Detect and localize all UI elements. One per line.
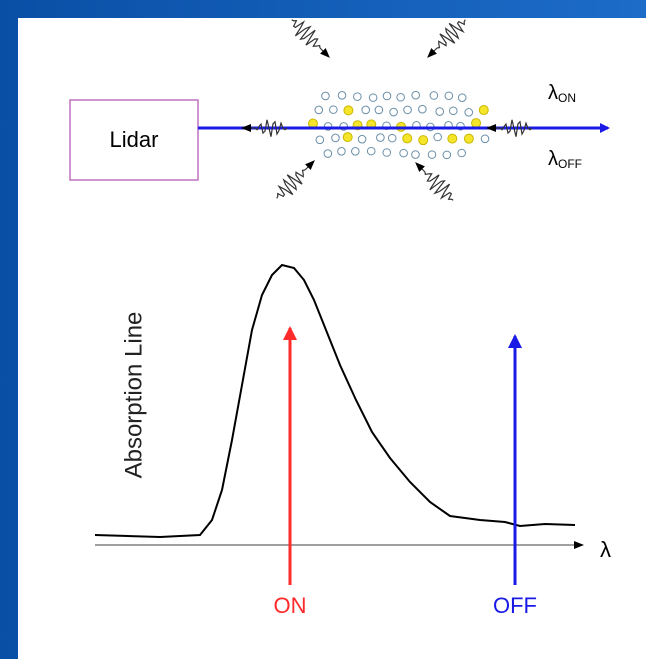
aerosol <box>337 91 347 100</box>
aerosol <box>457 148 466 158</box>
aerosol <box>331 133 340 143</box>
aerosol <box>433 132 442 142</box>
absorption-curve <box>94 263 576 539</box>
aerosol <box>429 91 439 100</box>
y-axis-label: Absorption Line <box>120 312 147 479</box>
photon-wave <box>499 119 533 137</box>
photon <box>291 19 330 58</box>
photon <box>415 162 454 201</box>
aerosol <box>442 150 452 160</box>
aerosol <box>448 106 458 116</box>
aerosol <box>396 92 405 102</box>
aerosol <box>435 107 445 116</box>
photons <box>241 19 533 201</box>
aerosol <box>361 105 371 115</box>
photon <box>427 19 466 58</box>
aerosol <box>399 148 408 158</box>
lambda-on: λON <box>548 82 576 105</box>
aerosol <box>411 90 421 100</box>
molecule <box>342 132 353 143</box>
lidar-label: Lidar <box>110 127 159 152</box>
photon-wave <box>254 119 288 137</box>
aerosol <box>389 107 398 117</box>
aerosol <box>357 134 367 144</box>
molecule <box>447 133 458 144</box>
aerosol <box>351 146 360 156</box>
photon-wave <box>436 19 466 49</box>
photon-wave <box>424 171 454 201</box>
photon-arrow <box>319 47 330 58</box>
aerosol <box>321 91 330 101</box>
molecule <box>463 133 474 144</box>
photon-arrow <box>427 47 438 58</box>
aerosol <box>353 92 362 101</box>
aerosol <box>315 135 325 145</box>
aerosol <box>457 93 467 102</box>
molecule <box>471 118 482 129</box>
photon <box>486 119 533 137</box>
lidar-box <box>69 99 199 181</box>
molecule <box>402 133 413 144</box>
off-label: OFF <box>493 593 537 618</box>
particles <box>307 90 490 160</box>
aerosol <box>427 150 437 159</box>
aerosol <box>368 93 378 102</box>
aerosol <box>374 105 384 115</box>
aerosol <box>411 150 420 159</box>
molecule <box>478 105 489 116</box>
aerosol <box>444 91 454 101</box>
photon-wave <box>291 19 321 49</box>
molecule <box>418 135 429 146</box>
aerosol <box>464 108 474 117</box>
lambda-off: λOFF <box>548 148 582 171</box>
aerosol <box>382 148 392 157</box>
molecule <box>343 105 354 116</box>
aerosol <box>403 105 412 115</box>
photon-arrow <box>415 162 426 173</box>
aerosol <box>323 149 333 158</box>
aerosol <box>314 105 324 115</box>
x-axis-label: λ <box>600 537 611 562</box>
aerosol <box>418 104 427 114</box>
aerosol <box>366 146 376 156</box>
aerosol <box>376 133 385 142</box>
aerosol <box>382 91 392 101</box>
aerosol <box>329 105 338 114</box>
photon-arrow <box>304 160 315 171</box>
aerosol <box>387 133 397 143</box>
on-label: ON <box>274 593 307 618</box>
photon <box>276 160 315 199</box>
photon <box>241 119 288 137</box>
aerosol <box>480 134 490 144</box>
photon-wave <box>276 169 306 199</box>
aerosol <box>337 147 346 156</box>
